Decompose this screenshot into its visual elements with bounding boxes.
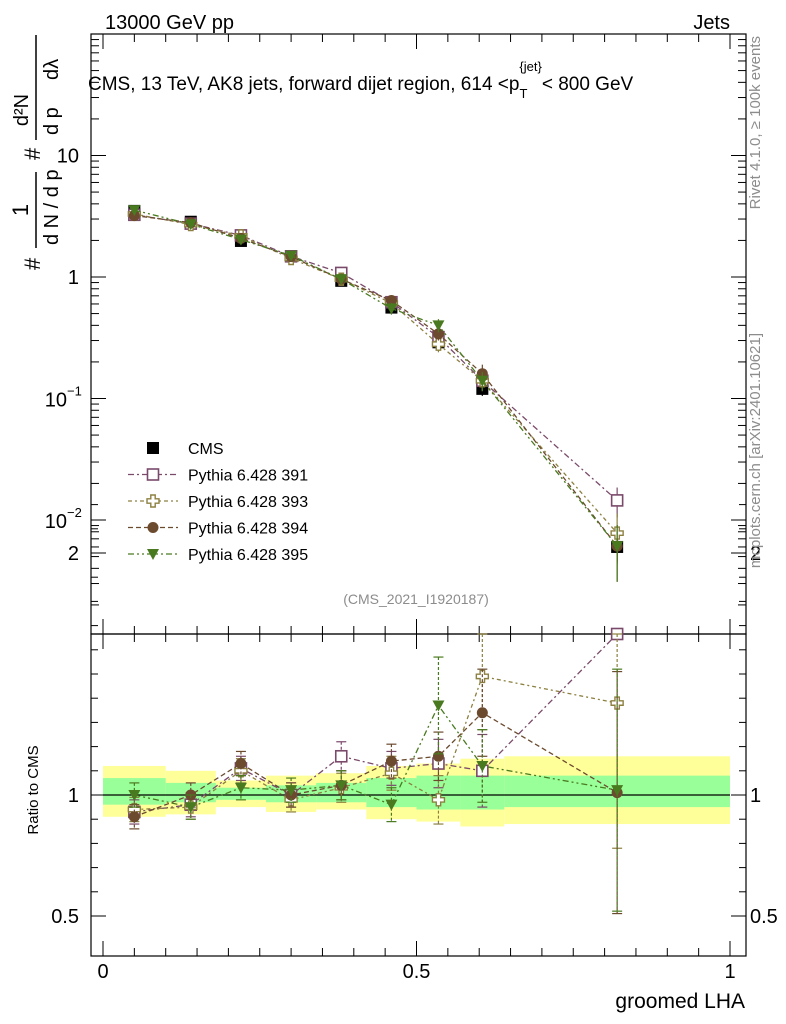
main-point xyxy=(128,205,141,217)
main-point xyxy=(184,219,197,231)
main-point xyxy=(385,303,398,315)
legend-marker xyxy=(147,522,159,533)
ratio-point xyxy=(385,755,397,767)
ratio-ylabel: Ratio to CMS xyxy=(25,745,42,834)
mcplots-label: mcplots.cern.ch [arXiv:2401.10621] xyxy=(747,333,764,568)
ylabel-d2n: d²N xyxy=(11,94,33,126)
main-series-2 xyxy=(127,207,624,565)
main-ytick-label: 10 xyxy=(45,511,67,533)
ratio-band-green xyxy=(215,787,267,800)
main-point xyxy=(611,541,624,553)
ratio-point xyxy=(384,766,399,780)
ratio-series-layer xyxy=(127,627,624,915)
ratio-point xyxy=(334,749,348,763)
main-point xyxy=(432,328,444,340)
category-label: Jets xyxy=(693,12,730,34)
main-point xyxy=(335,274,348,286)
main-series-line xyxy=(134,213,618,534)
main-ytick-exponent: −2 xyxy=(67,505,82,520)
legend: CMS Pythia 6.428 391 Pythia 6.428 393 Pythi… xyxy=(128,441,308,564)
main-series-layer xyxy=(127,204,624,582)
main-ylabel: # 1 d N / d p # d²N d p dλ xyxy=(8,35,63,270)
plot-title-sup: {jet} xyxy=(519,59,542,74)
ratio-point xyxy=(128,790,141,801)
ratio-ytick-label-right: 1 xyxy=(750,785,761,807)
ylabel-dlambda: dλ xyxy=(41,59,63,80)
ratio-series-3 xyxy=(128,656,624,912)
main-point xyxy=(610,494,624,507)
legend-entry: CMS xyxy=(188,441,224,458)
legend-marker xyxy=(147,442,159,454)
ratio-ytick-label-right: 2 xyxy=(750,543,761,565)
ratio-point xyxy=(432,700,445,712)
xtick-label: 1 xyxy=(724,961,735,983)
xtick-label: 0 xyxy=(97,961,108,983)
ratio-axes: 0.5 0.5 1 1 2 2 0 0.5 1 xyxy=(51,504,778,983)
ylabel-hash-2: # xyxy=(20,147,45,160)
main-point xyxy=(234,234,247,246)
analysis-tag: (CMS_2021_I1920187) xyxy=(343,591,489,607)
ratio-point xyxy=(234,782,247,794)
ratio-point xyxy=(285,785,298,797)
ylabel-dn: d N / d p xyxy=(41,169,63,245)
ratio-ytick-label-right: 0.5 xyxy=(750,906,778,928)
ratio-point xyxy=(611,785,624,797)
legend-entry: Pythia 6.428 391 xyxy=(188,468,308,485)
ratio-point xyxy=(234,764,248,778)
ylabel-one: 1 xyxy=(8,204,33,216)
main-point xyxy=(476,375,489,387)
main-ytick-label: 10 xyxy=(57,146,79,168)
plot-title-sub: T xyxy=(519,86,527,101)
legend-marker xyxy=(147,549,159,560)
ratio-series-line xyxy=(134,675,618,811)
main-point xyxy=(431,337,446,351)
ratio-series-line xyxy=(134,711,618,818)
plot-title-main: CMS, 13 TeV, AK8 jets, forward dijet reg… xyxy=(88,74,519,95)
main-ytick-label: 1 xyxy=(68,267,79,289)
main-ytick-label: 10 xyxy=(45,390,67,412)
legend-entry: Pythia 6.428 393 xyxy=(188,494,308,511)
ratio-point xyxy=(385,799,398,811)
legend-entry: Pythia 6.428 395 xyxy=(188,547,308,564)
ratio-point xyxy=(476,707,488,719)
energy-label: 13000 GeV pp xyxy=(105,12,234,34)
legend-marker xyxy=(146,494,160,508)
main-series-4 xyxy=(128,205,624,582)
rivet-label: Rivet 4.1.0, ≥ 100k events xyxy=(747,36,764,209)
ratio-point xyxy=(128,811,140,823)
legend-entry: Pythia 6.428 394 xyxy=(188,521,308,538)
xtick-label: 0.5 xyxy=(403,961,431,983)
ratio-point xyxy=(184,802,197,814)
main-point xyxy=(432,320,445,332)
main-point xyxy=(385,295,397,307)
main-ytick-exponent: −1 xyxy=(67,384,82,399)
ratio-ytick-label: 0.5 xyxy=(51,906,79,928)
ratio-ytick-label: 1 xyxy=(68,785,79,807)
ylabel-hash-1: # xyxy=(20,257,45,270)
ratio-point xyxy=(431,793,446,807)
ratio-point xyxy=(235,758,247,770)
plot-title: CMS, 13 TeV, AK8 jets, forward dijet reg… xyxy=(88,59,634,101)
main-point xyxy=(285,250,298,262)
legend-marker xyxy=(146,468,160,481)
xaxis-label: groomed LHA xyxy=(615,990,745,1013)
ylabel-dpt: d p xyxy=(41,107,63,135)
ratio-ytick-label: 2 xyxy=(68,543,79,565)
main-frame-box xyxy=(90,33,747,635)
plot-title-end: < 800 GeV xyxy=(542,74,634,95)
ratio-point xyxy=(476,760,489,772)
ratio-point xyxy=(335,780,348,792)
